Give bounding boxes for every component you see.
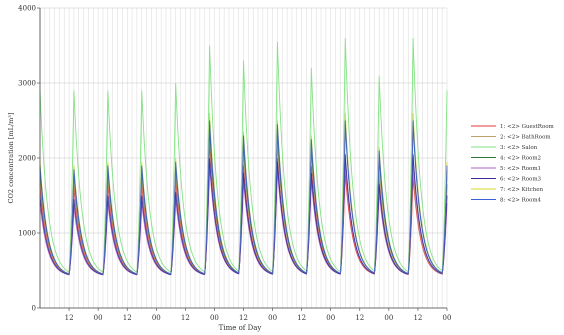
legend-label: 3: <2> Salon (500, 145, 538, 151)
x-tick-label: 00 (443, 314, 452, 322)
legend-label: 7: <2> Kitchen (500, 187, 544, 193)
series-lines (39, 37, 448, 276)
series-line-7 (39, 112, 448, 275)
y-axis-label: CO2 concentration [mL/m³] (7, 113, 15, 204)
series-line-3 (39, 37, 448, 273)
y-tick-label: 0 (32, 305, 36, 313)
legend-label: 1: <2> GuestRoom (500, 124, 555, 130)
x-tick-label: 00 (326, 314, 335, 322)
x-tick-label: 12 (413, 314, 422, 322)
x-tick-label: 00 (94, 314, 103, 322)
x-tick-label: 00 (384, 314, 393, 322)
legend-label: 8: <2> Room4 (500, 198, 542, 204)
axes: 0 1000 2000 3000 4000 12 00 12 00 12 00 12 00 12 00 12 0… (18, 5, 451, 323)
x-tick-label: 00 (152, 314, 161, 322)
legend-label: 5: <2> Room1 (500, 166, 541, 172)
x-tick-label: 12 (355, 314, 364, 322)
grid-lines (39, 7, 448, 309)
y-tick-label: 3000 (18, 80, 36, 88)
x-tick-label: 00 (268, 314, 277, 322)
x-tick-label: 12 (297, 314, 306, 322)
x-tick-label: 12 (65, 314, 74, 322)
y-tick-label: 2000 (18, 155, 36, 163)
legend-label: 6: <2> Room3 (500, 177, 542, 183)
y-tick-label: 4000 (18, 5, 36, 13)
y-tick-label: 1000 (18, 230, 36, 238)
x-tick-label: 12 (123, 314, 132, 322)
legend-label: 4: <2> Room2 (500, 156, 541, 162)
x-tick-label: 12 (181, 314, 190, 322)
x-axis-label: Time of Day (219, 324, 262, 332)
series-line-6 (39, 154, 448, 276)
series-line-8 (39, 120, 448, 275)
legend-label: 2: <2> BathRoom (500, 135, 551, 141)
x-tick-label: 12 (239, 314, 248, 322)
x-tick-label: 00 (210, 314, 219, 322)
legend: 1: <2> GuestRoom 2: <2> BathRoom 3: <2> Sa… (471, 124, 555, 204)
